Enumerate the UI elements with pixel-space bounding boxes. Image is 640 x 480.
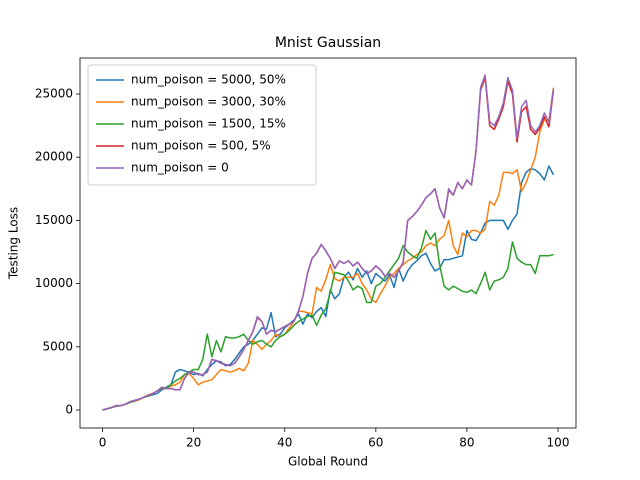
- legend-box: [87, 64, 317, 186]
- x-tick-label: 80: [459, 436, 474, 450]
- legend-label: num_poison = 1500, 15%: [131, 117, 286, 131]
- x-axis-label: Global Round: [288, 455, 368, 469]
- legend-label: num_poison = 500, 5%: [131, 139, 271, 153]
- y-tick-label: 20000: [35, 150, 73, 164]
- series-line: [102, 229, 554, 411]
- plot-frame: [79, 57, 577, 429]
- y-axis-label: Testing Loss: [7, 207, 21, 280]
- series-line: [102, 74, 555, 411]
- series-line: [102, 87, 555, 411]
- y-tick-label: 15000: [35, 213, 73, 227]
- y-tick-label: 0: [65, 403, 73, 417]
- x-tick-label: 20: [186, 436, 201, 450]
- legend-label: num_poison = 3000, 30%: [131, 95, 286, 109]
- x-tick-label: 40: [277, 436, 292, 450]
- chart-title: Mnist Gaussian: [275, 35, 381, 51]
- legend-label: num_poison = 0: [131, 161, 229, 175]
- legend-label: num_poison = 5000, 50%: [131, 73, 286, 87]
- x-tick-label: 100: [547, 436, 570, 450]
- x-tick-label: 0: [99, 436, 107, 450]
- y-tick-label: 25000: [35, 86, 73, 100]
- y-tick-label: 10000: [35, 276, 73, 290]
- y-tick-label: 5000: [42, 339, 73, 353]
- x-tick-label: 60: [368, 436, 383, 450]
